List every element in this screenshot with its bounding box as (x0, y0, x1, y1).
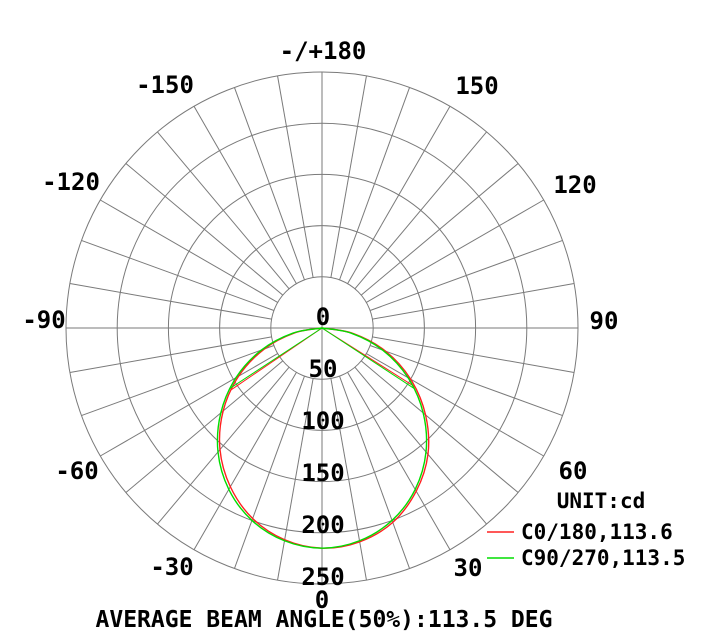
spoke-line (193, 372, 297, 550)
spoke-line (69, 283, 272, 320)
angle-label: -/+180 (280, 37, 367, 65)
spoke-line (360, 163, 519, 296)
spoke-line (100, 353, 278, 457)
ring-value-label: 250 (301, 563, 344, 591)
legend-label-c90: C90/270,113.5 (521, 546, 685, 570)
angle-label: 120 (553, 171, 596, 199)
average-beam-angle-caption: AVERAGE BEAM ANGLE(50%):113.5 DEG (96, 607, 553, 633)
spoke-line (372, 283, 575, 320)
spoke-line (157, 131, 290, 290)
spoke-line (193, 106, 297, 284)
spoke-line (277, 75, 314, 278)
curve-c90-270 (216, 327, 428, 549)
spoke-line (125, 163, 284, 296)
spoke-line (366, 353, 544, 457)
ring-value-label: 100 (301, 407, 344, 435)
spoke-line (347, 106, 451, 284)
spoke-line (366, 199, 544, 303)
beam-angle-line-c90-270 (229, 327, 323, 389)
legend-label-c0: C0/180,113.6 (521, 520, 673, 544)
ring-value-label: 150 (301, 459, 344, 487)
angle-label: -60 (55, 457, 98, 485)
angle-label: 60 (559, 457, 588, 485)
spoke-line (81, 345, 275, 417)
spoke-line (330, 75, 367, 278)
spoke-line (347, 372, 451, 550)
spoke-line (360, 360, 519, 493)
spoke-line (330, 378, 367, 581)
spoke-line (354, 366, 487, 525)
unit-label: UNIT:cd (557, 489, 646, 513)
spoke-line (339, 87, 411, 281)
spoke-line (233, 375, 305, 569)
polar-grid (65, 71, 579, 585)
spoke-line (81, 239, 275, 311)
spoke-line (125, 360, 284, 493)
angle-label: -30 (150, 553, 193, 581)
angle-label: 150 (455, 72, 498, 100)
beam-angle-line-c90-270 (321, 327, 415, 389)
spoke-line (372, 336, 575, 373)
spoke-line (369, 345, 563, 417)
spoke-line (277, 378, 314, 581)
ring-value-label: 200 (301, 511, 344, 539)
angle-label: -120 (42, 168, 100, 196)
spoke-line (369, 239, 563, 311)
spoke-line (339, 375, 411, 569)
ring-value-label: 0 (316, 303, 330, 331)
legend: UNIT:cd C0/180,113.6 C90/270,113.5 (487, 489, 685, 570)
spoke-line (233, 87, 305, 281)
angle-label: 0 (315, 586, 329, 614)
angle-label: -90 (22, 306, 65, 334)
angle-label: 90 (590, 307, 619, 335)
spoke-line (69, 336, 272, 373)
angle-label: 30 (454, 554, 483, 582)
spoke-line (157, 366, 290, 525)
angle-label: -150 (136, 71, 194, 99)
spoke-line (100, 199, 278, 303)
axis-labels: 0 30 60 90 120 150 -/+180 -150 -120 -90 -60 -30 0 50 1… (22, 37, 618, 614)
ring-value-label: 50 (309, 355, 338, 383)
intensity-curves (216, 327, 430, 549)
spoke-line (354, 131, 487, 290)
